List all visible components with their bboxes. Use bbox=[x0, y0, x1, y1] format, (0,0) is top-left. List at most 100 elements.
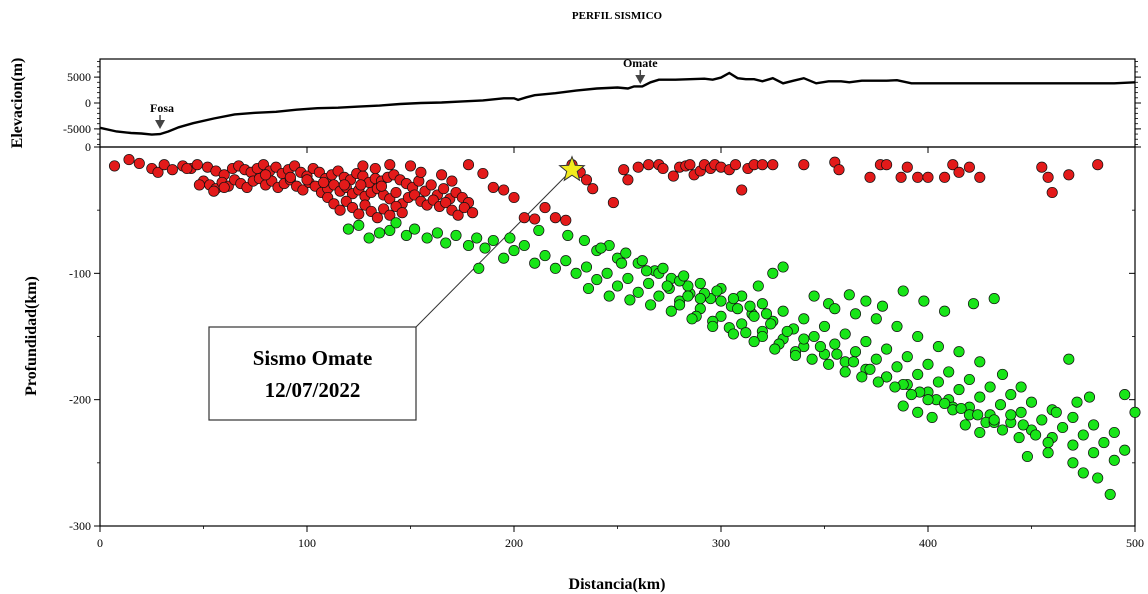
shallow-event-point bbox=[643, 159, 655, 171]
deep-event-point bbox=[955, 402, 967, 415]
deep-event-point bbox=[988, 293, 1000, 305]
deep-event-point bbox=[549, 262, 561, 274]
shallow-event-point bbox=[446, 175, 458, 187]
deep-event-point bbox=[1129, 406, 1141, 418]
deep-event-point bbox=[732, 303, 744, 315]
deep-event-point bbox=[611, 280, 624, 292]
deep-event-point bbox=[847, 356, 860, 368]
shallow-event-point bbox=[881, 159, 893, 171]
callout-leader-line bbox=[415, 169, 573, 328]
x-tick-label: 0 bbox=[97, 536, 103, 550]
deep-event-point bbox=[889, 381, 901, 393]
shallow-event-point bbox=[963, 161, 975, 173]
deep-event-point bbox=[932, 341, 944, 353]
shallow-event-point bbox=[498, 184, 510, 196]
deep-event-point bbox=[1030, 429, 1042, 441]
deep-event-point bbox=[829, 338, 841, 350]
deep-event-point bbox=[765, 318, 777, 330]
x-tick-label: 400 bbox=[919, 536, 937, 550]
deep-event-point bbox=[860, 336, 872, 348]
shallow-event-point bbox=[947, 159, 959, 171]
shallow-event-point bbox=[1046, 186, 1058, 199]
deep-event-point bbox=[479, 242, 491, 254]
deep-event-point bbox=[752, 280, 764, 292]
elevation-profile-line bbox=[99, 71, 1136, 136]
shallow-event-point bbox=[529, 213, 541, 225]
deep-event-point bbox=[1119, 444, 1131, 456]
deep-event-point bbox=[912, 330, 924, 343]
callout-group: Sismo Omate 12/07/2022 bbox=[208, 169, 573, 421]
shallow-event-point bbox=[618, 164, 630, 176]
shallow-event-point bbox=[580, 174, 593, 186]
deep-event-point bbox=[972, 409, 984, 421]
shallow-event-point bbox=[477, 167, 489, 180]
deep-event-point bbox=[707, 320, 719, 332]
elevation-tick-label: -5000 bbox=[63, 122, 91, 136]
deep-event-point bbox=[959, 419, 971, 431]
deep-event-point bbox=[661, 280, 673, 292]
deep-event-point bbox=[756, 298, 768, 310]
x-tick-label: 100 bbox=[298, 536, 316, 550]
deep-event-point bbox=[1036, 414, 1048, 426]
shallow-event-point bbox=[974, 171, 986, 183]
deep-event-point bbox=[839, 328, 851, 340]
deep-event-point bbox=[974, 391, 986, 403]
deep-event-point bbox=[711, 285, 723, 297]
shallow-event-point bbox=[657, 162, 669, 175]
deep-event-point bbox=[363, 232, 375, 244]
shallow-event-point bbox=[133, 157, 145, 169]
deep-event-point bbox=[922, 394, 934, 406]
deep-event-point bbox=[682, 290, 694, 302]
deep-event-point bbox=[748, 310, 760, 322]
omate-earthquake-star-icon bbox=[558, 155, 586, 182]
deep-event-point bbox=[1050, 406, 1062, 418]
shallow-event-point bbox=[390, 186, 402, 199]
deep-event-point bbox=[744, 300, 756, 312]
deep-event-point bbox=[582, 282, 595, 295]
deep-event-point bbox=[870, 353, 882, 365]
deep-event-point bbox=[829, 303, 841, 315]
deep-event-point bbox=[963, 373, 975, 386]
deep-event-point bbox=[578, 234, 590, 247]
shallow-event-point bbox=[384, 209, 396, 221]
deep-event-point bbox=[798, 313, 810, 325]
y-tick-label: -100 bbox=[69, 266, 91, 280]
deep-event-point bbox=[988, 414, 1000, 426]
shallow-event-point bbox=[901, 161, 913, 173]
deep-event-point bbox=[622, 272, 634, 284]
deep-event-point bbox=[901, 351, 913, 363]
deep-event-point bbox=[640, 265, 653, 277]
shallow-event-point bbox=[452, 209, 464, 221]
deep-event-point bbox=[591, 274, 603, 286]
callout-date: 12/07/2022 bbox=[265, 378, 361, 402]
hypocenter-points bbox=[108, 154, 1141, 500]
deep-event-point bbox=[674, 299, 686, 311]
shallow-event-point bbox=[355, 179, 367, 191]
shallow-event-point bbox=[123, 154, 135, 166]
deep-event-point bbox=[843, 289, 855, 301]
deep-event-point bbox=[715, 310, 727, 322]
deep-event-point bbox=[881, 343, 893, 355]
deep-event-point bbox=[498, 252, 510, 264]
deep-event-point bbox=[601, 267, 613, 279]
shallow-event-point bbox=[508, 191, 520, 204]
annotation-label: Fosa bbox=[150, 101, 174, 115]
callout-box bbox=[208, 326, 417, 421]
elevation-annotations: Fosa Omate bbox=[150, 56, 658, 129]
deep-event-point bbox=[450, 229, 462, 241]
deep-event-point bbox=[806, 353, 818, 365]
shallow-event-point bbox=[587, 183, 599, 195]
deep-event-point bbox=[974, 426, 986, 439]
shallow-event-point bbox=[152, 166, 164, 178]
deep-event-point bbox=[1005, 409, 1017, 421]
deep-event-point bbox=[748, 336, 760, 348]
shallow-event-point bbox=[396, 207, 408, 219]
deep-event-point bbox=[1042, 447, 1054, 459]
shallow-event-point bbox=[736, 184, 748, 196]
shallow-event-point bbox=[560, 214, 572, 226]
shallow-event-point bbox=[549, 212, 561, 224]
deep-event-point bbox=[595, 242, 607, 254]
shallow-event-point bbox=[895, 171, 907, 183]
deep-event-point bbox=[440, 237, 452, 249]
shallow-event-point bbox=[440, 197, 452, 209]
